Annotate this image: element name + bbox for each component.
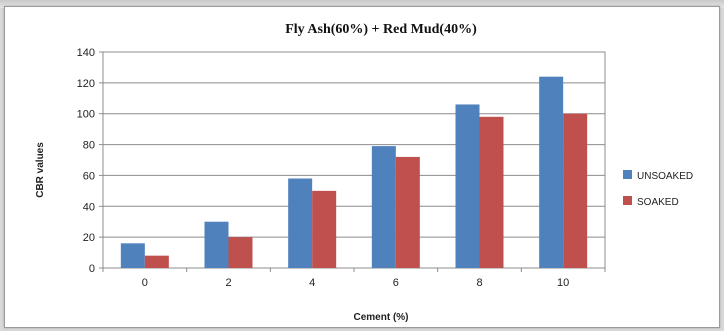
bar-soaked-8 (479, 116, 504, 268)
y-tick-label: 0 (89, 263, 95, 275)
x-tick-label: 4 (309, 277, 315, 289)
bar-soaked-4 (312, 190, 337, 268)
top-strip (0, 0, 724, 8)
y-tick-label: 80 (83, 140, 95, 152)
bar-unsoaked-6 (371, 146, 396, 268)
plot-area: 0 20 40 60 80 100 120 140 0 2 4 6 8 10 (77, 47, 606, 289)
chart-container: Fly Ash(60%) + Red Mud(40%) 0 20 40 60 80 100… (4, 6, 720, 328)
bar-soaked-0 (144, 255, 169, 268)
x-tick-label: 2 (225, 277, 231, 289)
bar-unsoaked-10 (539, 76, 564, 268)
legend-swatch-unsoaked (623, 170, 632, 179)
bar-soaked-10 (563, 113, 588, 268)
y-tick-label: 40 (83, 201, 95, 213)
x-axis-title: Cement (%) (353, 312, 408, 323)
plot-border (102, 51, 606, 269)
bar-soaked-2 (228, 237, 253, 268)
bar-unsoaked-0 (120, 243, 145, 268)
y-tick-label: 120 (77, 78, 95, 90)
chart-title: Fly Ash(60%) + Red Mud(40%) (285, 22, 477, 37)
y-axis-title: CBR values (35, 142, 46, 198)
y-tick-label: 100 (77, 109, 95, 121)
bar-unsoaked-2 (204, 221, 229, 268)
bar-unsoaked-8 (455, 104, 480, 268)
y-tick-label: 140 (77, 47, 95, 59)
legend-swatch-soaked (623, 196, 632, 205)
y-tick-label: 20 (83, 232, 95, 244)
y-tick-label: 60 (83, 170, 95, 182)
bar-soaked-6 (395, 156, 420, 268)
x-tick-label: 0 (142, 277, 148, 289)
bar-unsoaked-4 (288, 178, 313, 268)
legend-label-unsoaked: UNSOAKED (637, 171, 693, 182)
legend-label-soaked: SOAKED (637, 197, 679, 208)
x-tick-label: 6 (393, 277, 399, 289)
x-tick-label: 10 (557, 277, 569, 289)
x-tick-label: 8 (476, 277, 482, 289)
chart-canvas: Fly Ash(60%) + Red Mud(40%) 020406080100… (35, 22, 693, 323)
legend: UNSOAKED SOAKED (623, 170, 693, 208)
